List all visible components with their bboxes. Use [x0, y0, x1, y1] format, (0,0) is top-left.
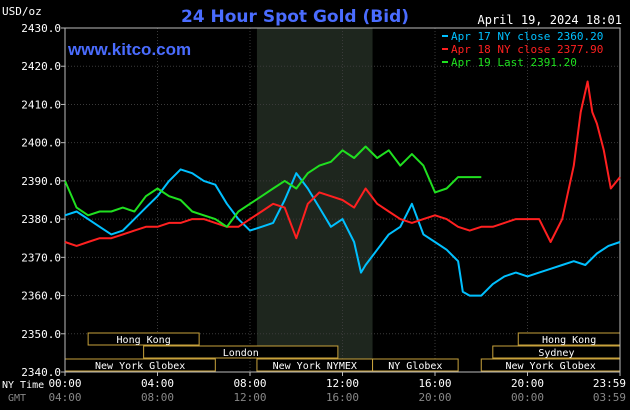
series-line-apr-19	[64, 145, 482, 228]
x-tick-label-ny: 20:00	[511, 377, 544, 390]
x-tick-label-gmt: 08:00	[141, 391, 174, 404]
x-tick-label-ny: 00:00	[48, 377, 81, 390]
chart-timestamp: April 19, 2024 18:01	[478, 13, 623, 27]
x-tick-label-gmt: 16:00	[326, 391, 359, 404]
legend-entry: Apr 18 NY close 2377.90	[451, 43, 603, 56]
market-sessions: Hong Kong Hong Kong London Sydney New York G…	[64, 332, 621, 372]
session-label: Sydney	[538, 348, 574, 359]
y-tick-label: 2340.0	[21, 366, 61, 379]
y-tick-label: 2370.0	[21, 251, 61, 264]
unit-label: USD/oz	[2, 5, 42, 18]
chart-title: 24 Hour Spot Gold (Bid)	[181, 7, 409, 27]
y-tick-label: 2420.0	[21, 60, 61, 73]
session-label: New York NYMEX	[273, 361, 357, 372]
session-bar	[87, 332, 200, 346]
x-tick-label-ny: 16:00	[418, 377, 451, 390]
y-tick-label: 2350.0	[21, 328, 61, 341]
y-tick-label: 2390.0	[21, 175, 61, 188]
x-tick-label-gmt: 00:00	[511, 391, 544, 404]
x-tick-label-gmt: 20:00	[418, 391, 451, 404]
session-bar	[143, 345, 339, 359]
series-line-apr-18	[64, 80, 621, 247]
session-bar	[372, 358, 459, 372]
site-watermark: www.kitco.com	[67, 40, 191, 59]
x-tick-label-gmt: 12:00	[233, 391, 266, 404]
x-row-label-ny: NY Time	[2, 380, 44, 391]
session-label: Hong Kong	[117, 335, 171, 346]
x-tick-label-gmt: 04:00	[48, 391, 81, 404]
price-series	[64, 80, 621, 297]
x-tick-label-ny: 04:00	[141, 377, 174, 390]
session-label: Hong Kong	[542, 335, 596, 346]
y-tick-label: 2380.0	[21, 213, 61, 226]
y-tick-label: 2360.0	[21, 290, 61, 303]
x-tick-label-ny: 08:00	[233, 377, 266, 390]
y-tick-label: 2400.0	[21, 137, 61, 150]
legend-entry: Apr 17 NY close 2360.20	[451, 30, 603, 43]
legend-entry: Apr 19 Last 2391.20	[451, 56, 577, 69]
y-tick-label: 2430.0	[21, 22, 61, 35]
x-axis-ticks: 00:0004:0004:0008:0008:0012:0012:0016:00…	[48, 372, 626, 404]
y-tick-label: 2410.0	[21, 98, 61, 111]
session-label: New York Globex	[505, 361, 595, 372]
x-row-label-gmt: GMT	[8, 393, 26, 404]
x-tick-label-gmt: 03:59	[593, 391, 626, 404]
x-tick-label-ny: 12:00	[326, 377, 359, 390]
session-label: NY Globex	[388, 361, 442, 372]
session-label: New York Globex	[95, 361, 185, 372]
y-axis-ticks: 2430.0 2420.0 2410.0 2400.0 2390.0 2380.0 2370…	[21, 22, 65, 379]
session-label: London	[223, 348, 259, 359]
x-tick-label-ny: 23:59	[593, 377, 626, 390]
